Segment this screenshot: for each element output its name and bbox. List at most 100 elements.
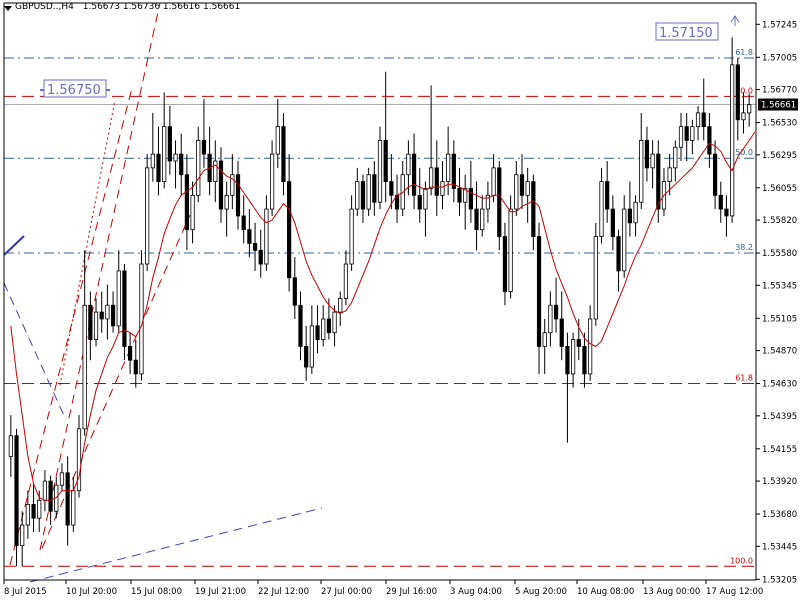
y-tick-label: 1.53205 bbox=[762, 575, 797, 585]
candle-body bbox=[14, 435, 19, 547]
candle-body bbox=[406, 153, 411, 176]
candle-body bbox=[463, 188, 468, 203]
candle bbox=[309, 305, 314, 374]
candle-body bbox=[122, 270, 127, 347]
symbol-info: GBPUSD..,H4 1.56673 1.56736 1.56616 1.56… bbox=[15, 2, 240, 12]
candle-body bbox=[224, 194, 229, 210]
candle bbox=[559, 291, 564, 361]
candle bbox=[423, 181, 428, 237]
candle bbox=[712, 140, 718, 210]
candle bbox=[673, 140, 678, 182]
y-tick-label: 1.57005 bbox=[762, 53, 797, 63]
candle bbox=[576, 318, 581, 361]
candle-body bbox=[93, 311, 99, 340]
candle bbox=[383, 71, 388, 203]
candle-body bbox=[110, 304, 116, 327]
candle-body bbox=[82, 304, 87, 430]
y-tick-label: 1.55105 bbox=[762, 314, 797, 324]
candle-body bbox=[667, 167, 672, 182]
candle bbox=[690, 119, 695, 155]
candle bbox=[701, 78, 706, 141]
candle-body bbox=[690, 126, 695, 141]
candle bbox=[497, 160, 502, 251]
candle bbox=[332, 305, 337, 347]
y-tick-label: 1.53445 bbox=[762, 542, 797, 552]
candle-body bbox=[281, 126, 286, 182]
candle bbox=[105, 284, 110, 340]
candle bbox=[622, 195, 627, 278]
candle-body bbox=[593, 236, 598, 320]
candle-body bbox=[531, 181, 536, 237]
candle bbox=[372, 160, 377, 216]
moving-average bbox=[10, 131, 756, 501]
x-tick-label: 15 Jul 08:00 bbox=[131, 587, 182, 597]
candle bbox=[684, 112, 689, 161]
candle bbox=[145, 154, 150, 271]
candle-body bbox=[582, 346, 587, 375]
candle bbox=[707, 112, 712, 168]
candle bbox=[82, 250, 87, 436]
candle-body bbox=[71, 490, 76, 526]
candle-body bbox=[536, 236, 542, 347]
candle bbox=[463, 174, 468, 230]
candle-body bbox=[252, 243, 258, 251]
candle-body bbox=[326, 318, 331, 334]
candle bbox=[377, 126, 383, 210]
candle-body bbox=[548, 304, 553, 334]
candle bbox=[627, 181, 632, 237]
candle-body bbox=[258, 249, 263, 265]
candle-body bbox=[269, 153, 275, 210]
candle bbox=[8, 415, 13, 477]
candle-body bbox=[99, 311, 104, 320]
candle-body bbox=[605, 181, 610, 210]
candle bbox=[525, 167, 530, 223]
axes: 1.57245 1.57005 1.56770 1.56530 1.56295 1.560… bbox=[3, 2, 797, 597]
candle-body bbox=[343, 263, 349, 299]
candle-body bbox=[196, 139, 201, 196]
y-tick-label: 1.55580 bbox=[762, 249, 797, 259]
x-tick-label: 10 Aug 08:00 bbox=[577, 587, 634, 597]
candle bbox=[122, 264, 127, 361]
candle bbox=[304, 325, 309, 381]
y-tick-label: 1.55820 bbox=[762, 216, 797, 226]
candle bbox=[531, 174, 536, 251]
candle bbox=[264, 195, 269, 271]
candle-body bbox=[321, 318, 326, 340]
candle-body bbox=[678, 126, 684, 148]
candle bbox=[230, 154, 235, 210]
candle bbox=[355, 167, 360, 216]
chevron-down-icon[interactable] bbox=[4, 6, 12, 11]
y-tick-label: 1.56770 bbox=[762, 86, 797, 96]
price-labels: 1.56661 1.56750 1.57150 bbox=[43, 15, 798, 111]
y-tick-label: 1.54870 bbox=[762, 347, 797, 357]
candle-body bbox=[542, 332, 547, 347]
candle-body bbox=[37, 499, 42, 519]
candle bbox=[116, 250, 121, 333]
y-tick-label: 1.55345 bbox=[762, 281, 797, 291]
candle-body bbox=[491, 167, 496, 196]
candle bbox=[588, 305, 593, 381]
y-tick-label: 1.53920 bbox=[762, 477, 797, 487]
candle bbox=[65, 456, 70, 546]
current-price-value: 1.56661 bbox=[761, 101, 796, 111]
x-tick-label: 10 Jul 20:00 bbox=[66, 587, 117, 597]
candle-body bbox=[730, 64, 735, 217]
candle-body bbox=[559, 318, 564, 347]
candle bbox=[184, 154, 190, 251]
candle-body bbox=[76, 428, 82, 492]
candle bbox=[93, 298, 99, 347]
candle bbox=[548, 291, 553, 347]
candle bbox=[553, 277, 559, 333]
symbol-timeframe: GBPUSD..,H4 bbox=[15, 2, 74, 12]
candle-body bbox=[446, 153, 451, 182]
candle-body bbox=[622, 208, 627, 272]
candle bbox=[519, 154, 525, 210]
candle-body bbox=[650, 153, 655, 169]
candle-body bbox=[105, 304, 110, 320]
candle bbox=[582, 332, 587, 388]
candle-body bbox=[474, 208, 479, 231]
candle-body bbox=[162, 126, 167, 182]
candle-body bbox=[383, 139, 388, 182]
